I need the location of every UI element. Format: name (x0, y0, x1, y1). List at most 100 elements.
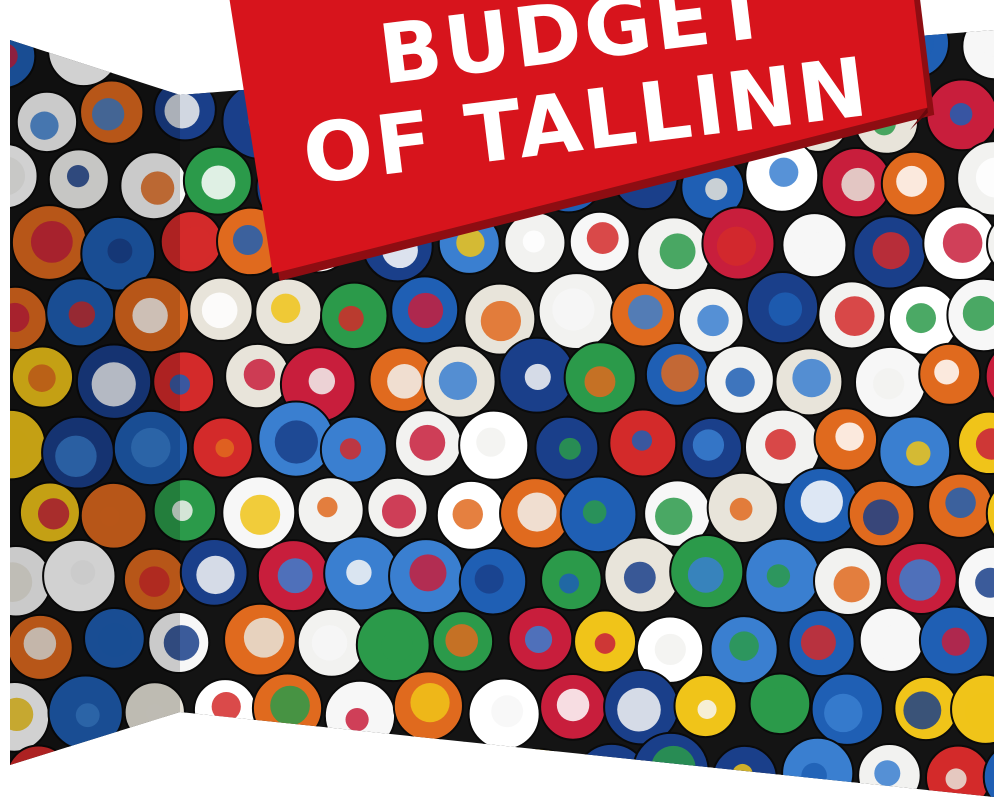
badge (317, 496, 338, 518)
badge (586, 222, 619, 255)
badge (163, 625, 200, 661)
badge (409, 554, 447, 592)
badge (517, 492, 557, 532)
badge (841, 167, 875, 202)
badge (201, 292, 238, 329)
badge (524, 625, 553, 654)
badge (725, 367, 755, 397)
badge (986, 211, 994, 277)
badge (452, 498, 483, 530)
badge (862, 499, 899, 536)
badge (949, 102, 973, 126)
badge (176, 226, 213, 263)
badge (975, 567, 994, 598)
badge (697, 304, 729, 337)
badge (732, 763, 753, 785)
badge (55, 435, 97, 478)
badge (37, 498, 70, 530)
badge (10, 428, 31, 467)
badge (30, 220, 73, 263)
badge (526, 770, 548, 792)
badge (899, 559, 941, 601)
badge (410, 683, 450, 723)
badge (800, 480, 843, 523)
badge (961, 30, 994, 81)
badge (655, 497, 693, 535)
badge (381, 494, 417, 529)
badge (801, 762, 827, 789)
badge (81, 741, 156, 797)
badge (729, 631, 759, 661)
badge (107, 238, 133, 264)
badge (10, 43, 18, 70)
badge (438, 361, 478, 400)
badge (28, 364, 56, 392)
badge (287, 738, 354, 797)
badge (767, 687, 794, 713)
badge (552, 288, 595, 331)
banner-fold (909, 107, 928, 130)
badge (476, 427, 506, 457)
badge (956, 140, 994, 217)
badge (945, 487, 976, 518)
badge (219, 738, 290, 797)
badge (101, 764, 134, 797)
badge (148, 742, 212, 797)
badge (132, 297, 168, 334)
badge (365, 745, 429, 797)
badge (169, 374, 191, 395)
badge (705, 178, 728, 201)
badge (556, 688, 590, 722)
badge (308, 753, 340, 785)
badge (632, 731, 710, 797)
badge (835, 422, 864, 451)
badge (802, 232, 832, 262)
badge (172, 500, 193, 521)
badge (659, 233, 696, 270)
badge (800, 625, 836, 661)
badge (215, 438, 235, 458)
badge (66, 165, 90, 188)
fold-shade (10, 40, 180, 765)
badge (984, 339, 994, 414)
badge (71, 33, 101, 64)
badge (942, 223, 983, 263)
badge (139, 566, 170, 597)
badge (232, 225, 263, 256)
badge (456, 228, 485, 257)
badge (10, 302, 30, 333)
badge (75, 703, 100, 728)
badge (559, 573, 580, 594)
badge (941, 627, 970, 656)
banner: BUDGET OF TALLINN (226, 0, 935, 281)
badge (559, 437, 581, 460)
badge (131, 427, 171, 468)
badge (873, 368, 905, 400)
badge (474, 564, 504, 594)
badge (274, 420, 318, 464)
badge (768, 292, 803, 326)
badge (68, 301, 96, 328)
badge (243, 358, 276, 391)
badge (270, 293, 301, 323)
badge (409, 424, 446, 461)
badge (975, 428, 994, 460)
badge (524, 363, 551, 391)
badge (522, 230, 545, 253)
badge (661, 354, 699, 392)
badge (70, 560, 96, 585)
banner-body (226, 0, 928, 274)
badge (308, 367, 336, 395)
badge (381, 630, 413, 662)
badge (729, 497, 753, 521)
badge (339, 438, 362, 460)
badge (436, 759, 480, 797)
badge (592, 764, 629, 797)
badge (140, 171, 175, 205)
badge (906, 303, 937, 334)
badge (144, 34, 169, 59)
badge (833, 566, 870, 603)
badge (697, 699, 717, 719)
